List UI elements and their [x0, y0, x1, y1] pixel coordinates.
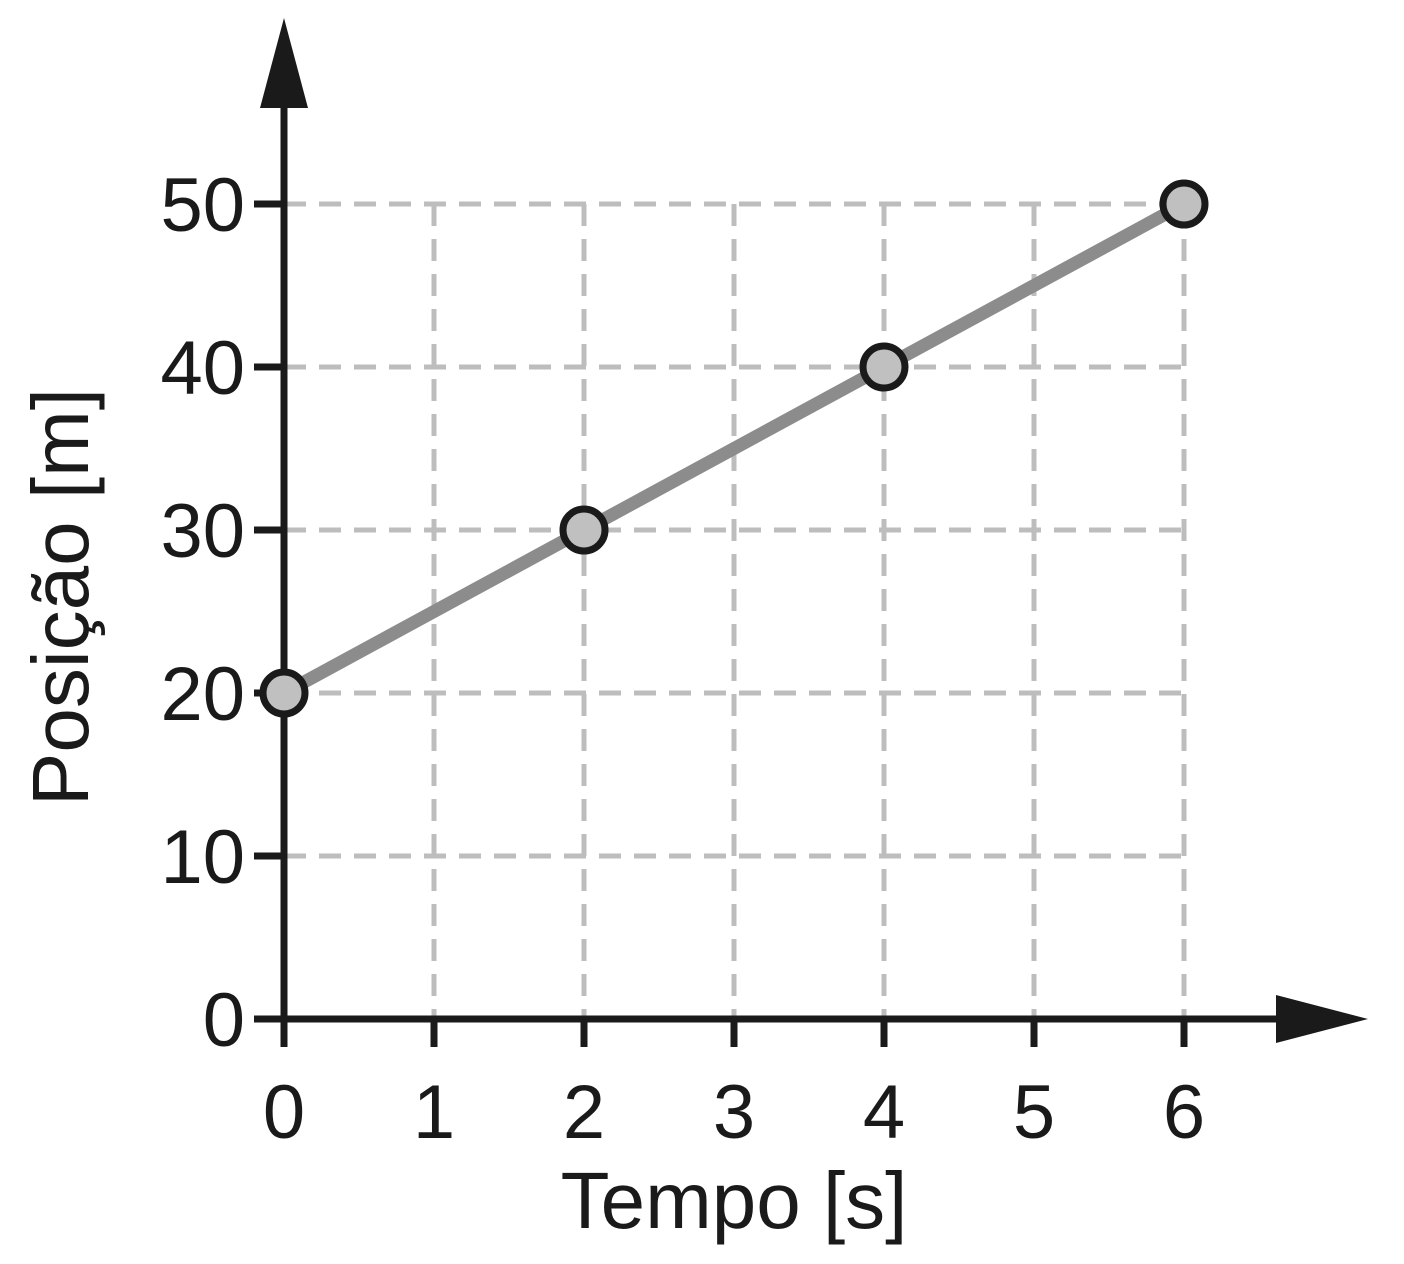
y-axis-title: Posição [m] — [16, 388, 105, 806]
axes — [254, 18, 1368, 1046]
data-point-0-2 — [859, 342, 909, 392]
x-axis-arrow — [1276, 995, 1368, 1043]
ticks: 0 1 2 3 4 5 6 0 10 20 30 40 50 — [160, 163, 1205, 1155]
data-point-0-3 — [1159, 179, 1209, 229]
data-point-0-0 — [259, 668, 309, 718]
x-tick-label-3: 3 — [713, 1070, 755, 1155]
x-tick-label-4: 4 — [863, 1070, 905, 1155]
y-tick-label-0: 0 — [203, 978, 245, 1063]
x-tick-label-2: 2 — [563, 1070, 605, 1155]
axis-titles: Tempo [s] Posição [m] — [16, 388, 907, 1245]
data-point-0-1 — [559, 505, 609, 555]
x-tick-label-6: 6 — [1163, 1070, 1205, 1155]
x-tick-label-5: 5 — [1013, 1070, 1055, 1155]
x-axis-title: Tempo [s] — [561, 1156, 908, 1245]
y-tick-label-40: 40 — [160, 326, 245, 411]
y-tick-label-10: 10 — [160, 815, 245, 900]
y-axis-arrow — [260, 18, 308, 108]
y-tick-label-30: 30 — [160, 489, 245, 574]
series-line-0 — [277, 197, 1191, 700]
series — [259, 179, 1209, 718]
x-tick-label-0: 0 — [263, 1070, 305, 1155]
y-tick-label-50: 50 — [160, 163, 245, 248]
y-tick-label-20: 20 — [160, 652, 245, 737]
x-tick-label-1: 1 — [413, 1070, 455, 1155]
grid — [284, 201, 1187, 1019]
